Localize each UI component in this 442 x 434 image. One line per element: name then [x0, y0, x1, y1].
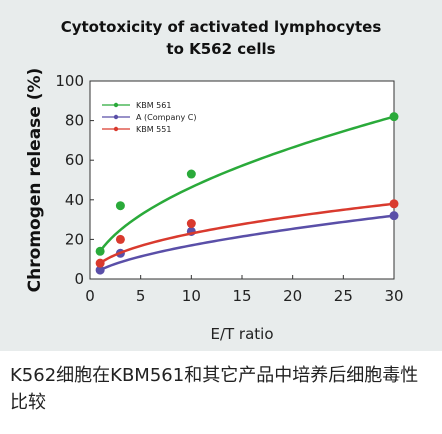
data-point-kbm-551	[115, 234, 125, 244]
legend-marker-a-company-c	[113, 114, 119, 120]
y-tick-label: 80	[65, 112, 84, 130]
x-tick-label: 5	[136, 287, 146, 305]
x-tick-label: 20	[283, 287, 302, 305]
x-tick-label: 10	[182, 287, 201, 305]
data-point-a-company-c	[389, 211, 399, 221]
legend-marker-kbm-561	[113, 102, 119, 108]
chart-title-line-2: to K562 cells	[166, 40, 276, 58]
chart-panel: Cytotoxicity of activated lymphocytes to…	[0, 0, 442, 351]
y-axis-title: Chromogen release (%)	[25, 68, 45, 293]
series-line-kbm-551	[99, 202, 395, 265]
legend-label-kbm-551: KBM 551	[136, 125, 171, 134]
legend-marker-kbm-551	[113, 126, 119, 132]
y-tick-label: 60	[65, 151, 84, 169]
legend-label-a-company-c: A (Company C)	[136, 113, 196, 122]
chart-title-line-1: Cytotoxicity of activated lymphocytes	[60, 18, 382, 36]
y-tick-label: 40	[65, 191, 84, 209]
figure-caption: K562细胞在KBM561和其它产品中培养后细胞毒性比较	[10, 365, 419, 413]
data-point-a-company-c	[95, 265, 105, 275]
y-tick-label: 100	[55, 72, 84, 90]
y-tick-label: 20	[65, 230, 84, 248]
plot-area	[89, 80, 395, 280]
y-tick-label: 0	[74, 270, 84, 288]
data-point-kbm-551	[389, 199, 399, 209]
chart-svg: 0 5 10 15 20 25 30 0 20 40 60 80 100 KBM 561 A (Compa…	[25, 68, 404, 343]
x-tick-label: 30	[384, 287, 403, 305]
x-tick-label: 25	[334, 287, 353, 305]
data-point-kbm-561	[186, 169, 196, 179]
data-point-kbm-561	[389, 112, 399, 122]
series-line-a-company-c	[99, 214, 395, 272]
chart-title: Cytotoxicity of activated lymphocytes to…	[20, 16, 422, 60]
x-tick-label: 0	[85, 287, 95, 305]
data-point-kbm-551	[95, 258, 105, 268]
data-point-kbm-551	[186, 219, 196, 229]
data-point-kbm-561	[115, 201, 125, 211]
data-point-kbm-561	[95, 246, 105, 256]
series-line-kbm-561	[99, 115, 395, 253]
legend-label-kbm-561: KBM 561	[136, 101, 171, 110]
x-axis-title: E/T ratio	[210, 325, 273, 343]
x-tick-label: 15	[232, 287, 251, 305]
